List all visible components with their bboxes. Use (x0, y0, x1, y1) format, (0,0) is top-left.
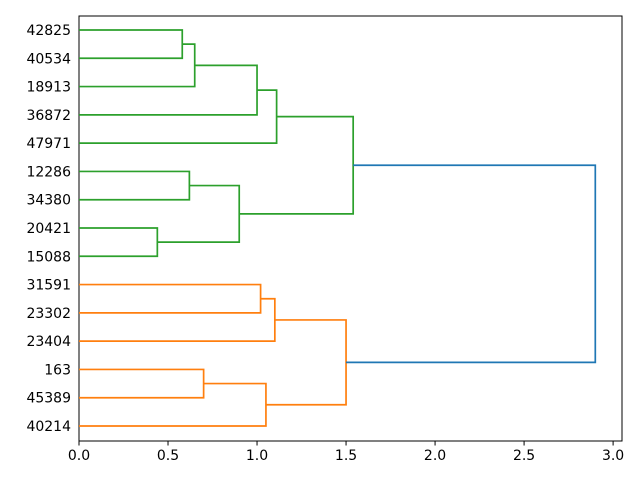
x-tick-label: 1.5 (335, 448, 357, 464)
leaf-label: 42825 (26, 23, 71, 39)
x-tick-label: 3.0 (602, 448, 624, 464)
dendrogram-link-n2 (79, 43, 196, 88)
leaf-label: 23302 (26, 306, 71, 322)
leaf-label: 47971 (26, 136, 71, 152)
dendrogram-link-n9 (79, 283, 262, 314)
x-tick-label: 2.0 (424, 448, 446, 464)
dendrogram-link-n8 (239, 115, 355, 215)
leaf-label: 15088 (26, 249, 71, 265)
plot-border (78, 15, 623, 442)
dendrogram-link-n1 (79, 29, 184, 60)
leaf-label: 12286 (26, 164, 71, 180)
dendrogram-link-n7 (157, 184, 241, 243)
leaf-label: 163 (44, 362, 71, 378)
leaf-label: 36872 (26, 108, 71, 124)
leaf-label: 45389 (26, 391, 71, 407)
dendrogram-link-n13 (265, 319, 347, 406)
leaf-label: 23404 (26, 334, 71, 350)
dendrogram-link-n10 (79, 297, 276, 342)
leaf-label: 20421 (26, 221, 71, 237)
leaf-label: 18913 (26, 80, 71, 96)
dendrogram-link-n11 (79, 368, 205, 399)
dendrogram-link-n12 (79, 382, 267, 427)
dendrogram-link-n14 (346, 164, 597, 364)
x-tick-label: 2.5 (513, 448, 535, 464)
dendrogram-link-n4 (79, 89, 278, 144)
leaf-label: 34380 (26, 193, 71, 209)
leaf-label: 31591 (26, 278, 71, 294)
dendrogram-link-n6 (79, 227, 159, 258)
dendrogram-link-n5 (79, 170, 191, 201)
leaf-label: 40534 (26, 51, 71, 67)
x-tick-label: 0.0 (68, 448, 90, 464)
x-tick-label: 0.5 (157, 448, 179, 464)
leaf-label: 40214 (26, 419, 71, 435)
dendrogram-link-n3 (79, 64, 258, 116)
x-tick-label: 1.0 (246, 448, 268, 464)
